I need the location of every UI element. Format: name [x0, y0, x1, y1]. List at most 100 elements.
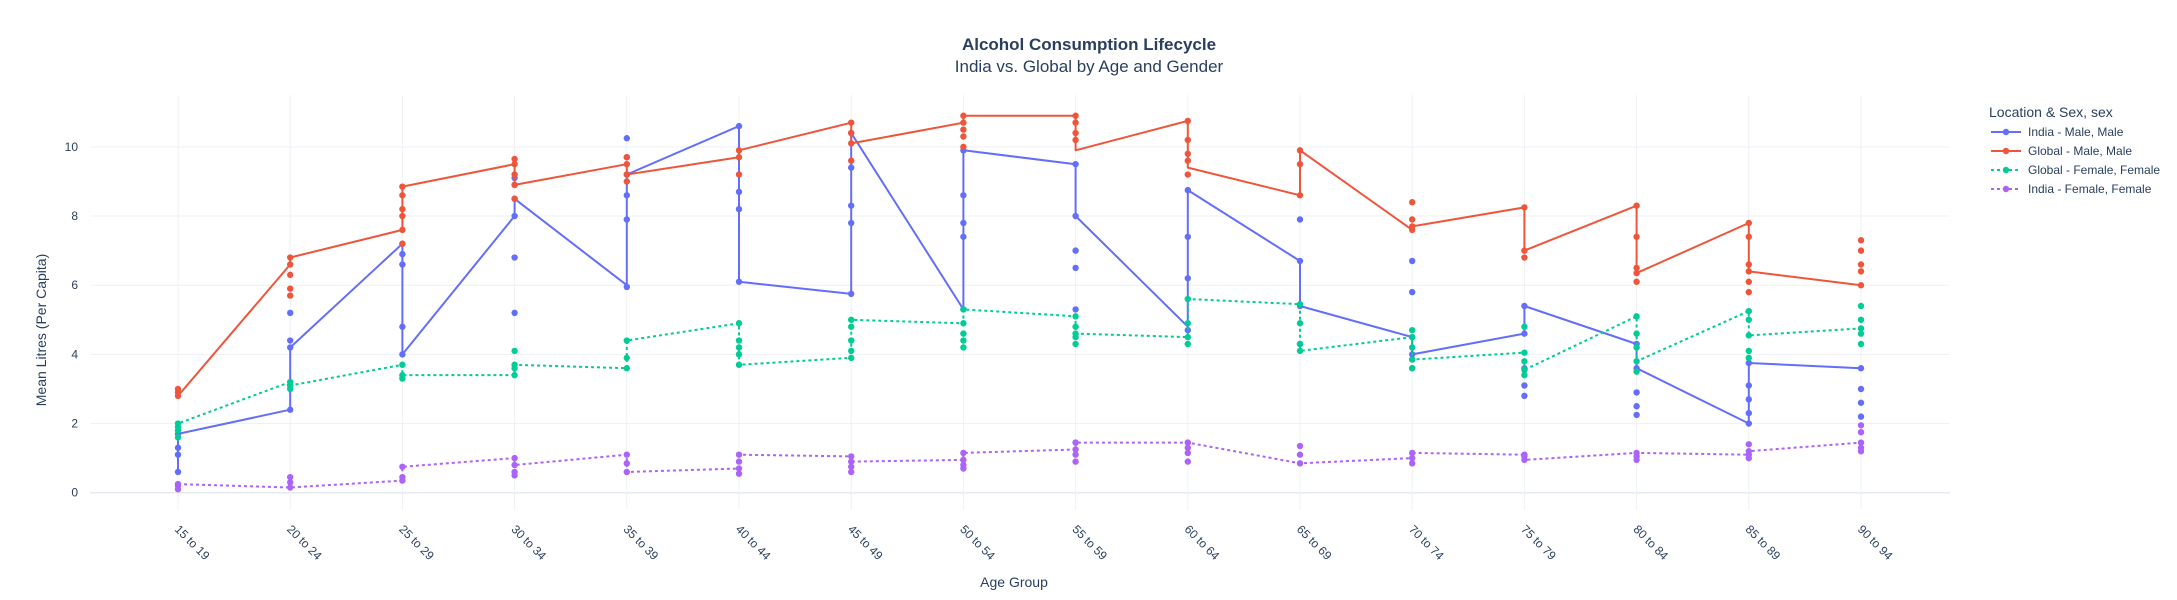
data-point: [1857, 340, 1865, 348]
data-point: [735, 278, 743, 285]
data-point: [1072, 264, 1079, 272]
data-point: [1184, 233, 1192, 240]
data-point: [1072, 330, 1079, 337]
data-point: [287, 479, 294, 486]
data-point: [399, 361, 406, 368]
data-point: [848, 202, 855, 209]
data-point: [1296, 340, 1304, 348]
data-point: [1745, 448, 1753, 455]
data-point: [1857, 268, 1865, 275]
data-point: [1633, 344, 1640, 351]
legend-swatch-marker: [2002, 147, 2010, 155]
data-point: [511, 160, 518, 168]
data-point: [287, 285, 294, 292]
data-point: [1184, 136, 1192, 144]
y-tick-label: 4: [71, 347, 78, 361]
data-point: [1857, 302, 1865, 310]
data-point: [1857, 325, 1865, 332]
legend-swatch-marker: [2002, 128, 2010, 136]
data-point: [1409, 344, 1416, 351]
data-point: [1745, 354, 1753, 362]
data-point: [1857, 422, 1865, 429]
x-tick-label: 25 to 29: [396, 522, 437, 563]
data-point: [1072, 129, 1079, 137]
data-point: [1633, 368, 1640, 375]
data-point: [1633, 389, 1640, 396]
data-point: [1072, 136, 1079, 144]
chart-subtitle: India vs. Global by Age and Gender: [955, 57, 1224, 76]
data-point: [1184, 458, 1192, 465]
data-point: [623, 135, 630, 142]
data-point: [399, 323, 406, 330]
series-line: [177, 441, 1862, 489]
legend-label: Global - Female, Female: [2028, 163, 2160, 177]
data-point: [1184, 295, 1192, 303]
data-point: [511, 181, 518, 189]
data-point: [960, 126, 967, 133]
data-point: [1184, 150, 1192, 157]
legend-item[interactable]: Global - Female, Female: [1991, 163, 2160, 177]
legend-label: Global - Male, Male: [2028, 144, 2132, 158]
data-point: [735, 188, 743, 196]
data-point: [1745, 347, 1753, 355]
data-point: [1409, 356, 1416, 363]
data-point: [735, 320, 743, 327]
data-point: [848, 140, 855, 147]
data-point: [1296, 347, 1304, 355]
data-point: [1072, 439, 1079, 446]
y-tick-label: 6: [71, 278, 78, 292]
data-point: [287, 406, 294, 413]
data-point: [1857, 330, 1865, 337]
data-point: [1184, 320, 1192, 327]
data-point: [1857, 365, 1865, 372]
data-point: [735, 451, 743, 458]
data-point: [1072, 119, 1079, 126]
data-point: [848, 453, 855, 460]
data-point: [735, 470, 743, 477]
data-point: [287, 484, 294, 491]
data-point: [1521, 349, 1528, 356]
data-point: [399, 240, 406, 247]
legend-item[interactable]: India - Male, Male: [1991, 125, 2124, 139]
data-point: [511, 254, 518, 261]
legend-item[interactable]: India - Female, Female: [1991, 182, 2152, 196]
data-point: [848, 157, 855, 164]
data-point: [1296, 451, 1304, 458]
y-tick-label: 2: [71, 417, 78, 431]
data-point: [623, 283, 630, 291]
data-point: [287, 473, 294, 481]
x-tick-label: 60 to 64: [1182, 522, 1223, 563]
data-point: [399, 212, 406, 220]
data-point: [1521, 204, 1528, 211]
data-point: [399, 371, 406, 379]
legend-item[interactable]: Global - Male, Male: [1991, 144, 2132, 158]
data-point: [1857, 399, 1865, 406]
data-point: [1184, 171, 1192, 178]
data-point: [1857, 439, 1865, 446]
x-tick-label: 65 to 69: [1294, 522, 1335, 563]
data-point: [1296, 301, 1304, 308]
data-point: [399, 226, 406, 234]
data-point: [1745, 233, 1753, 240]
data-point: [1633, 403, 1640, 410]
data-point: [287, 261, 294, 268]
data-point: [1296, 460, 1304, 467]
data-point: [735, 361, 743, 368]
data-point: [1745, 396, 1753, 403]
legend-swatch-marker: [2002, 185, 2010, 193]
data-point: [735, 171, 743, 178]
data-point: [1072, 247, 1079, 254]
data-point: [1521, 366, 1528, 374]
data-point: [960, 119, 967, 126]
data-point: [174, 451, 182, 458]
legend[interactable]: Location & Sex, sex India - Male, Male Gl…: [1989, 104, 2160, 196]
data-point: [1184, 444, 1192, 451]
data-point: [848, 316, 855, 323]
data-point: [1184, 275, 1192, 282]
data-point: [511, 171, 518, 178]
data-point: [735, 465, 743, 472]
data-point: [1521, 392, 1528, 400]
data-point: [1633, 411, 1640, 419]
x-tick-label: 55 to 59: [1069, 522, 1110, 563]
